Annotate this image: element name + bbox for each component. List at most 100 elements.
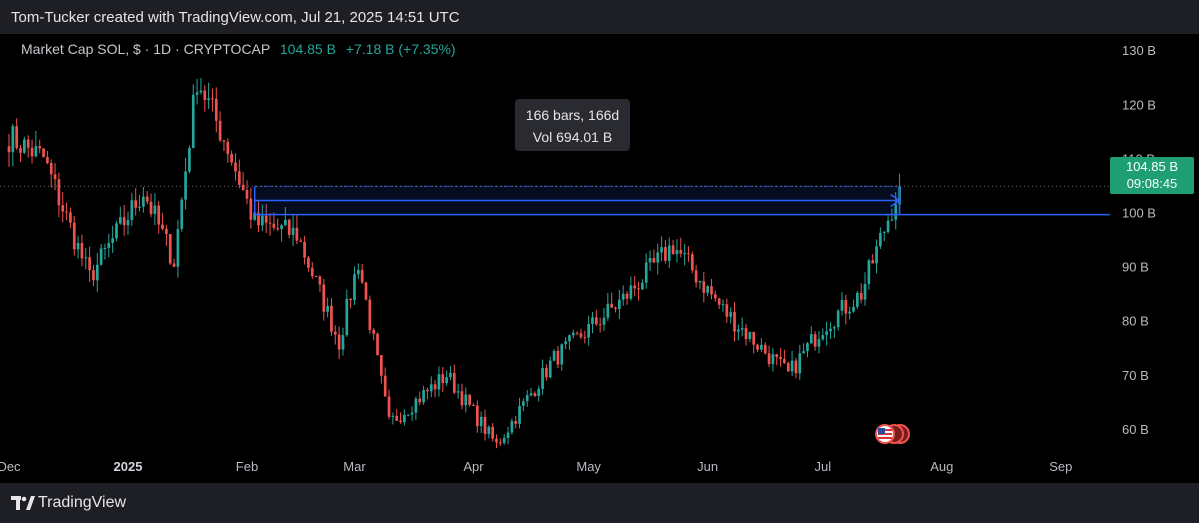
- candle-body: [706, 286, 709, 293]
- candle-body: [652, 257, 656, 263]
- candle-body: [502, 438, 506, 444]
- candle-body: [702, 281, 706, 293]
- candle-body: [456, 391, 460, 393]
- candle-body: [199, 90, 203, 93]
- candle-body: [314, 276, 318, 278]
- candle-body: [287, 219, 291, 235]
- candle-body: [568, 335, 571, 342]
- candle-body: [667, 245, 671, 261]
- candle-body: [460, 391, 464, 406]
- candle-body: [763, 344, 767, 354]
- candle-body: [683, 253, 686, 255]
- candle-body: [882, 231, 886, 233]
- candle-body: [533, 393, 537, 396]
- candle-body: [253, 212, 257, 220]
- candle-body: [153, 205, 157, 215]
- candle-body: [414, 398, 418, 413]
- candle-body: [433, 384, 437, 390]
- candle-body: [560, 344, 564, 365]
- candle-body: [318, 276, 322, 285]
- candle-body: [510, 420, 514, 433]
- candle-body: [303, 241, 306, 258]
- candle-body: [625, 293, 629, 299]
- candle-body: [748, 331, 752, 340]
- candle-body: [218, 120, 222, 141]
- candle-body: [383, 375, 387, 397]
- candle-body: [556, 350, 560, 365]
- candle-body: [491, 426, 495, 439]
- candle-body: [322, 284, 326, 312]
- candle-body: [38, 146, 42, 149]
- candle-body: [368, 299, 372, 330]
- candle-body: [180, 199, 184, 229]
- candle-body: [614, 307, 617, 310]
- candle-body: [848, 311, 852, 314]
- candle-body: [483, 416, 487, 434]
- us-flag-icon[interactable]: [872, 423, 910, 445]
- candle-body: [349, 298, 352, 301]
- candle-body: [836, 310, 840, 328]
- candle-body: [760, 344, 763, 350]
- candle-body: [11, 126, 15, 153]
- y-tick-label: 90 B: [1122, 260, 1149, 275]
- y-tick-label: 120 B: [1122, 97, 1156, 112]
- candle-body: [99, 248, 103, 265]
- candle-body: [310, 267, 314, 277]
- tradingview-logo-icon[interactable]: [11, 496, 35, 510]
- candle-body: [721, 304, 725, 306]
- candle-body: [522, 401, 525, 406]
- candle-body: [429, 384, 433, 392]
- x-tick-label: Sep: [1049, 459, 1072, 474]
- candle-body: [30, 147, 34, 157]
- candle-body: [142, 196, 145, 207]
- candle-body: [176, 228, 180, 267]
- candle-body: [710, 286, 713, 295]
- y-tick-label: 130 B: [1122, 43, 1156, 58]
- candle-body: [790, 360, 794, 372]
- candle-body: [664, 247, 667, 261]
- candle-body: [161, 224, 164, 229]
- candle-body: [798, 353, 802, 374]
- candle-body: [867, 260, 871, 284]
- candle-body: [360, 269, 364, 283]
- candle-body: [157, 205, 161, 225]
- candle-body: [337, 334, 341, 350]
- candle-body: [606, 303, 610, 318]
- candle-body: [34, 146, 38, 157]
- candle-body: [610, 303, 614, 308]
- candle-body: [817, 339, 821, 347]
- candle-body: [95, 264, 99, 281]
- candle-body: [541, 367, 544, 389]
- candle-body: [168, 233, 172, 264]
- candle-body: [571, 332, 575, 336]
- candle-body: [264, 215, 268, 223]
- measure-volume: Vol 694.01 B: [532, 129, 613, 145]
- candle-body: [372, 329, 376, 334]
- candle-body: [644, 262, 648, 283]
- candle-body: [353, 274, 356, 301]
- candle-body: [406, 414, 410, 416]
- candle-body: [345, 298, 349, 336]
- brand-name[interactable]: TradingView: [38, 494, 127, 511]
- candle-body: [552, 350, 556, 361]
- candle-body: [7, 146, 11, 153]
- candle-body: [487, 426, 491, 434]
- candle-body: [729, 312, 733, 317]
- candle-body: [65, 211, 68, 213]
- candle-body: [61, 205, 65, 212]
- candle-body: [437, 374, 441, 390]
- candle-body: [575, 332, 579, 334]
- candle-body: [717, 298, 721, 305]
- candle-body: [506, 432, 510, 439]
- candle-body: [326, 305, 329, 312]
- candle-body: [671, 245, 675, 255]
- candle-body: [115, 223, 118, 239]
- candle-body: [725, 304, 729, 317]
- candle-body: [422, 389, 425, 403]
- candle-body: [794, 360, 798, 374]
- candle-body: [280, 225, 283, 230]
- bottom-bar: TradingView: [0, 483, 1199, 523]
- candle-body: [356, 269, 360, 275]
